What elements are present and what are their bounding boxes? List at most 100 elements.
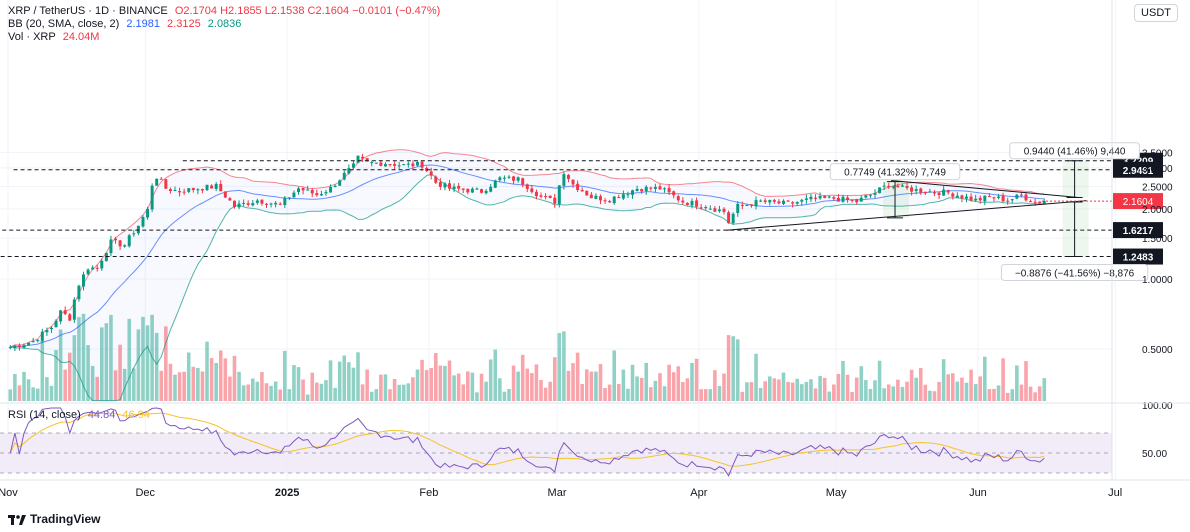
- volume-bar: [283, 350, 287, 401]
- tradingview-logo[interactable]: TradingView: [8, 512, 100, 526]
- rsi-label[interactable]: RSI (14, close): [8, 409, 81, 421]
- volume-bar: [122, 368, 127, 401]
- candle: [864, 195, 868, 198]
- candle: [141, 217, 145, 227]
- candle: [818, 195, 822, 199]
- volume-bar: [950, 373, 955, 401]
- volume-bar: [278, 389, 283, 401]
- volume-bar: [530, 373, 534, 401]
- volume-bar: [937, 381, 941, 401]
- candle: [489, 186, 493, 192]
- candle: [873, 192, 877, 195]
- volume-bar: [896, 379, 900, 401]
- volume-bar: [22, 371, 26, 401]
- candle: [237, 203, 241, 208]
- volume-bar: [809, 379, 813, 401]
- volume-bar: [653, 380, 658, 401]
- candle: [740, 204, 744, 206]
- volume-bar: [918, 367, 923, 401]
- volume-bar: [607, 384, 612, 401]
- candle: [255, 200, 259, 203]
- candle: [191, 187, 195, 191]
- volume-bar: [649, 387, 653, 401]
- candle: [960, 195, 964, 199]
- volume-bar: [603, 388, 607, 401]
- price-tick-label: 3.5000: [1142, 148, 1173, 159]
- candle: [731, 213, 735, 224]
- volume-bar: [749, 382, 754, 401]
- volume-bar: [86, 345, 90, 401]
- volume-bar: [836, 373, 841, 401]
- candle: [420, 161, 424, 168]
- candle: [859, 197, 863, 202]
- candle: [951, 193, 955, 197]
- candle: [891, 186, 895, 188]
- candle: [594, 195, 598, 199]
- volume-label[interactable]: Vol · XRP: [8, 31, 56, 43]
- candle: [27, 342, 31, 346]
- candle: [379, 162, 383, 166]
- volume-bar: [246, 384, 250, 401]
- candle: [40, 331, 44, 341]
- time-tick-label: Dec: [135, 487, 155, 499]
- volume-bar: [54, 349, 58, 401]
- volume-bar: [548, 381, 552, 401]
- volume-bar: [996, 385, 1001, 401]
- candle: [640, 189, 644, 192]
- volume-bar: [822, 377, 827, 401]
- volume-bar: [301, 379, 305, 401]
- candle: [260, 199, 264, 204]
- volume-bar: [612, 350, 617, 401]
- volume-bar: [205, 341, 209, 401]
- volume-bar: [100, 327, 104, 401]
- volume-bar: [484, 381, 488, 401]
- candle: [132, 233, 136, 235]
- candle: [987, 196, 991, 198]
- candle: [809, 196, 813, 200]
- volume-bar: [255, 381, 260, 401]
- volume-bar: [196, 367, 200, 401]
- candle: [653, 186, 657, 189]
- volume-bar: [928, 390, 932, 401]
- volume-bar: [717, 386, 722, 401]
- candle: [470, 188, 474, 193]
- level-price-label: 2.9461: [1123, 166, 1154, 177]
- volume-bar: [708, 389, 713, 401]
- candle: [923, 191, 927, 194]
- candle: [649, 187, 653, 189]
- candle: [955, 195, 959, 198]
- currency-button[interactable]: USDT: [1134, 4, 1178, 22]
- candle: [292, 192, 296, 198]
- candle: [480, 189, 484, 193]
- volume-bar: [777, 379, 781, 401]
- volume-bar: [347, 362, 351, 401]
- rsi-ma-line: [9, 412, 1045, 467]
- symbol-title[interactable]: XRP / TetherUS · 1D · BINANCE: [8, 5, 168, 17]
- volume-bar: [351, 367, 356, 401]
- volume-bar: [589, 371, 594, 401]
- candle: [786, 200, 790, 202]
- candle: [361, 156, 365, 159]
- volume-bar: [328, 360, 333, 401]
- candle: [1038, 201, 1042, 204]
- candle: [672, 191, 676, 196]
- volume-bar: [365, 369, 369, 401]
- volume-bar: [433, 353, 438, 401]
- rsi-value: 44.84: [87, 409, 116, 421]
- volume-bar: [200, 371, 205, 401]
- candle: [415, 162, 419, 166]
- volume-bar: [969, 369, 973, 401]
- volume-bar: [132, 368, 136, 401]
- candle: [228, 198, 232, 201]
- bb-label[interactable]: BB (20, SMA, close, 2): [8, 18, 120, 30]
- volume-bar: [1037, 386, 1042, 401]
- volume-bar: [90, 365, 95, 401]
- candle: [795, 202, 799, 204]
- candle: [749, 204, 753, 206]
- candle: [319, 194, 323, 196]
- candle: [324, 192, 328, 194]
- volume-bar: [804, 381, 809, 401]
- volume-bar: [141, 316, 145, 401]
- candle: [82, 274, 85, 287]
